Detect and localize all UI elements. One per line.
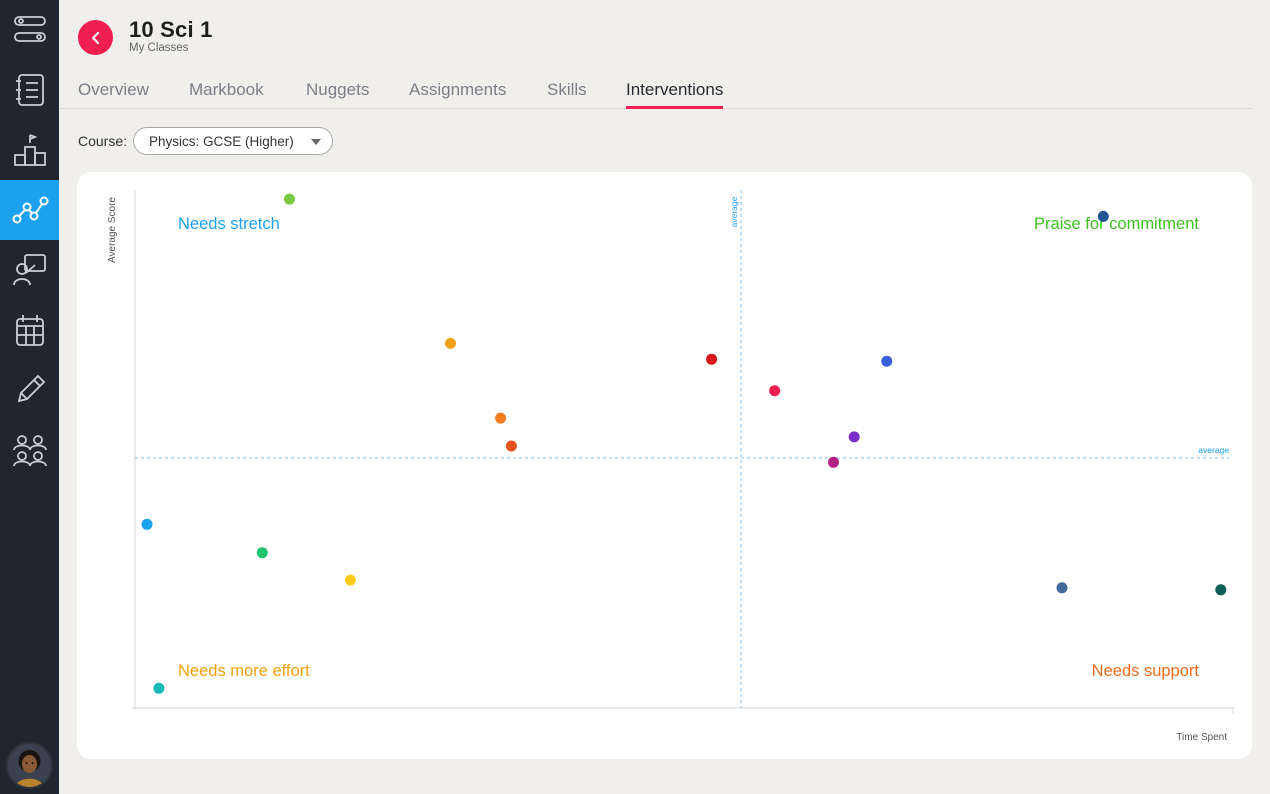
student-point-11[interactable] [769, 385, 781, 397]
student-point-13[interactable] [848, 431, 860, 443]
sidebar-item-teacher[interactable] [0, 240, 59, 300]
interventions-chart-card: average average Average Score Time Spent… [77, 172, 1252, 759]
student-point-2[interactable] [445, 337, 456, 349]
student-point-7[interactable] [344, 574, 356, 586]
student-point-1[interactable] [284, 193, 295, 205]
student-point-14[interactable] [828, 456, 839, 468]
y-axis-label: Average Score [107, 197, 118, 263]
tab-skills[interactable]: Skills [547, 80, 587, 99]
chevron-left-icon [91, 31, 99, 44]
quadrant-label-needs-support: Needs support [1092, 662, 1200, 680]
sidebar [0, 0, 59, 794]
back-button[interactable] [78, 20, 113, 55]
tab-overview[interactable]: Overview [78, 80, 149, 99]
tab-assignments[interactable]: Assignments [409, 80, 507, 99]
student-point-6[interactable] [256, 547, 268, 559]
sidebar-item-pencil[interactable] [0, 360, 59, 420]
notebook-icon [15, 74, 44, 106]
people-icon [12, 435, 47, 467]
breadcrumb[interactable]: My Classes [129, 42, 189, 54]
analytics-icon [12, 196, 48, 224]
student-point-16[interactable] [1215, 584, 1227, 596]
student-point-5[interactable] [141, 518, 153, 530]
quadrant-label-praise: Praise for commitment [1034, 215, 1199, 233]
sidebar-item-calendar[interactable] [0, 300, 59, 360]
student-point-12[interactable] [881, 355, 893, 367]
flows-icon [13, 16, 46, 42]
course-select[interactable]: Physics: GCSE (Higher) [133, 127, 333, 155]
quadrant-label-needs-stretch: Needs stretch [178, 215, 280, 233]
average-horizontal-label: average [1198, 445, 1229, 455]
x-axis-label: Time Spent [1176, 732, 1227, 743]
teacher-board-icon [12, 254, 46, 286]
student-point-3[interactable] [495, 412, 507, 424]
calendar-icon [15, 315, 44, 346]
podium-icon [13, 134, 46, 166]
student-point-4[interactable] [505, 440, 517, 452]
pencil-icon [17, 374, 45, 403]
tab-bar: Overview Markbook Nuggets Assignments Sk… [60, 72, 1252, 109]
sidebar-item-analytics[interactable] [0, 180, 59, 240]
student-point-9[interactable] [1097, 210, 1109, 222]
interventions-scatter-chart: average average Average Score Time Spent… [107, 190, 1234, 743]
course-select-value: Physics: GCSE (Higher) [149, 134, 294, 149]
sidebar-item-people[interactable] [0, 420, 59, 480]
sidebar-item-podium[interactable] [0, 120, 59, 180]
tab-markbook[interactable]: Markbook [189, 80, 264, 99]
average-vertical-label: average [729, 196, 739, 227]
sidebar-item-notebook[interactable] [0, 60, 59, 120]
tab-interventions[interactable]: Interventions [626, 80, 724, 109]
course-label: Course: [78, 133, 128, 149]
chevron-down-icon [311, 139, 321, 145]
student-point-15[interactable] [1056, 582, 1068, 594]
user-avatar-icon [8, 744, 51, 787]
student-point-10[interactable] [706, 353, 718, 365]
tab-nuggets[interactable]: Nuggets [306, 80, 370, 99]
scatter-points [141, 193, 1227, 694]
quadrant-label-needs-more-effort: Needs more effort [178, 662, 310, 680]
student-point-8[interactable] [153, 682, 165, 694]
avatar[interactable] [6, 742, 53, 789]
page-title: 10 Sci 1 [129, 17, 213, 42]
sidebar-item-flows[interactable] [0, 0, 59, 60]
